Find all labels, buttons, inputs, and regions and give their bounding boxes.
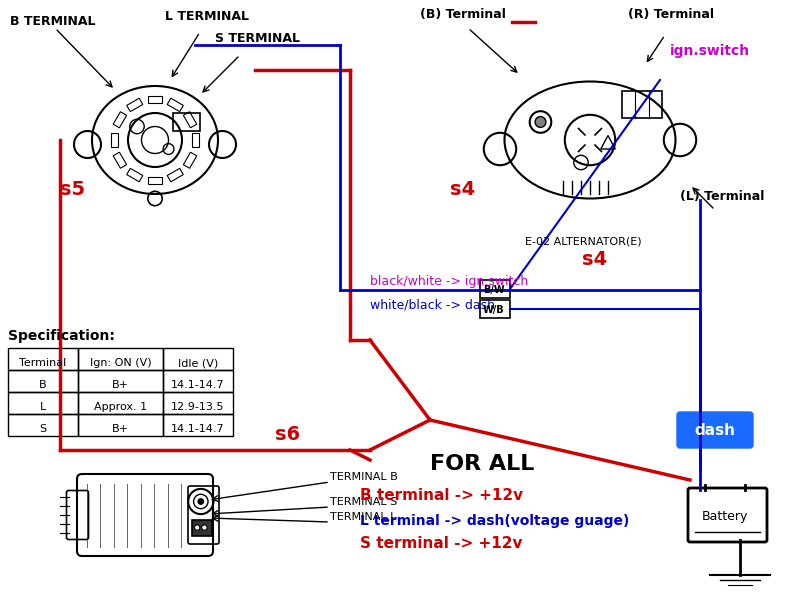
Text: B TERMINAL: B TERMINAL <box>10 15 95 28</box>
Text: TERMINAL B: TERMINAL B <box>330 472 398 482</box>
Circle shape <box>198 499 203 504</box>
Circle shape <box>535 116 546 127</box>
Text: 14.1-14.7: 14.1-14.7 <box>171 424 225 434</box>
Bar <box>183 152 197 168</box>
Text: black/white -> ign.switch: black/white -> ign.switch <box>370 275 528 288</box>
Bar <box>192 133 199 147</box>
Bar <box>148 96 162 103</box>
Text: B/W: B/W <box>483 285 505 295</box>
FancyBboxPatch shape <box>480 300 510 318</box>
Bar <box>126 169 142 182</box>
Text: Idle (V): Idle (V) <box>178 358 218 368</box>
Text: L terminal -> dash(voltage guage): L terminal -> dash(voltage guage) <box>360 514 630 528</box>
Text: (L) Terminal: (L) Terminal <box>680 190 764 203</box>
Bar <box>114 152 126 168</box>
Text: L TERMINAL: L TERMINAL <box>165 10 249 23</box>
Bar <box>148 177 162 184</box>
Text: TERMINAL L: TERMINAL L <box>330 512 396 522</box>
Text: Terminal: Terminal <box>19 358 66 368</box>
Text: s4: s4 <box>582 250 607 269</box>
Text: (R) Terminal: (R) Terminal <box>628 8 714 21</box>
Text: 12.9-13.5: 12.9-13.5 <box>171 402 225 412</box>
Text: B terminal -> +12v: B terminal -> +12v <box>360 488 523 503</box>
Text: S terminal -> +12v: S terminal -> +12v <box>360 536 522 551</box>
Text: B+: B+ <box>112 424 129 434</box>
Text: TERMINAL S: TERMINAL S <box>330 497 398 507</box>
Text: S: S <box>39 424 46 434</box>
Text: B+: B+ <box>112 380 129 390</box>
Bar <box>183 112 197 128</box>
Text: s4: s4 <box>450 180 475 199</box>
Text: W/B: W/B <box>483 305 505 315</box>
Text: FOR ALL: FOR ALL <box>430 454 534 474</box>
Text: L: L <box>40 402 46 412</box>
Bar <box>126 98 142 112</box>
Text: (B) Terminal: (B) Terminal <box>420 8 506 21</box>
Bar <box>167 98 183 112</box>
Text: s5: s5 <box>60 180 85 199</box>
Circle shape <box>194 525 200 530</box>
Text: Approx. 1: Approx. 1 <box>94 402 147 412</box>
Bar <box>114 112 126 128</box>
FancyBboxPatch shape <box>192 520 211 536</box>
Text: white/black -> dash: white/black -> dash <box>370 298 495 311</box>
Text: 14.1-14.7: 14.1-14.7 <box>171 380 225 390</box>
Text: B: B <box>39 380 47 390</box>
Text: Specification:: Specification: <box>8 329 115 343</box>
Text: E-02 ALTERNATOR(E): E-02 ALTERNATOR(E) <box>525 237 642 247</box>
Text: s6: s6 <box>275 425 300 444</box>
Text: dash: dash <box>694 423 735 438</box>
FancyBboxPatch shape <box>480 280 510 298</box>
FancyBboxPatch shape <box>677 412 753 448</box>
Text: ign.switch: ign.switch <box>670 44 750 58</box>
Text: S TERMINAL: S TERMINAL <box>215 32 300 45</box>
Circle shape <box>202 525 207 530</box>
Text: Ign: ON (V): Ign: ON (V) <box>90 358 151 368</box>
Bar <box>111 133 118 147</box>
Bar <box>167 169 183 182</box>
Text: Battery: Battery <box>702 510 748 523</box>
